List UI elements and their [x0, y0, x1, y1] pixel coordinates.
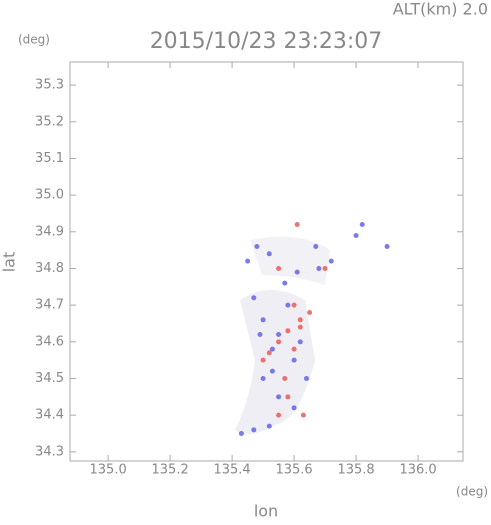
echo-point: [266, 350, 272, 356]
echo-point: [294, 221, 300, 227]
y-tick-label: 35.0: [35, 188, 64, 203]
echo-point: [303, 375, 309, 381]
echo-area: [250, 236, 330, 285]
echo-point: [297, 324, 303, 330]
echo-point: [384, 243, 390, 249]
echo-point: [322, 265, 328, 271]
chart-title: 2015/10/23 23:23:07: [150, 29, 383, 54]
echo-point: [269, 346, 275, 352]
echo-point: [291, 357, 297, 363]
echo-point: [276, 339, 282, 345]
y-tick-label: 34.6: [35, 334, 64, 349]
y-tick-label: 35.3: [35, 78, 64, 93]
echo-point: [260, 375, 266, 381]
echo-point: [276, 394, 282, 400]
y-tick-label: 34.5: [35, 371, 64, 386]
x-unit: (deg): [456, 485, 488, 499]
plot-frame: [69, 61, 464, 462]
echo-point: [307, 309, 313, 315]
x-tick-label: 135.4: [213, 463, 250, 478]
echo-point: [297, 317, 303, 323]
y-tick-label: 34.4: [35, 408, 64, 423]
echo-area: [235, 290, 315, 434]
echo-point: [294, 269, 300, 275]
echo-point: [276, 412, 282, 418]
echo-point: [260, 357, 266, 363]
y-tick-label: 34.9: [35, 224, 64, 239]
x-tick-label: 135.0: [90, 463, 127, 478]
echo-point: [251, 295, 257, 301]
x-tick-label: 136.0: [399, 463, 436, 478]
echo-point: [276, 265, 282, 271]
echo-point: [254, 243, 260, 249]
echo-point: [276, 331, 282, 337]
echo-point: [282, 375, 288, 381]
x-tick-label: 135.8: [337, 463, 374, 478]
y-tick-label: 34.7: [35, 298, 64, 313]
echo-point: [291, 346, 297, 352]
echo-point: [238, 430, 244, 436]
echo-point: [257, 331, 263, 337]
echo-point: [251, 427, 257, 433]
echo-point: [328, 258, 334, 264]
y-label: lat: [0, 252, 19, 273]
echo-point: [316, 265, 322, 271]
y-tick-label: 35.1: [35, 151, 64, 166]
y-tick-label: 34.8: [35, 261, 64, 276]
echo-point: [285, 394, 291, 400]
echo-point: [300, 412, 306, 418]
y-unit: (deg): [18, 33, 50, 47]
echo-point: [260, 317, 266, 323]
echo-point: [297, 339, 303, 345]
x-label: lon: [254, 502, 278, 521]
y-tick-label: 34.3: [35, 444, 64, 459]
x-tick-label: 135.2: [152, 463, 189, 478]
altitude-label: ALT(km) 2.0: [393, 0, 488, 19]
y-tick-label: 35.2: [35, 114, 64, 129]
echo-point: [353, 232, 359, 238]
echo-point: [266, 423, 272, 429]
echo-point: [269, 368, 275, 374]
echo-point: [291, 405, 297, 411]
echo-point: [285, 302, 291, 308]
echo-point: [291, 302, 297, 308]
echo-point: [313, 243, 319, 249]
x-tick-label: 135.6: [275, 463, 312, 478]
echo-point: [266, 251, 272, 257]
echo-point: [285, 328, 291, 334]
echo-point: [245, 258, 251, 264]
echo-point: [359, 221, 365, 227]
echo-point: [282, 280, 288, 286]
